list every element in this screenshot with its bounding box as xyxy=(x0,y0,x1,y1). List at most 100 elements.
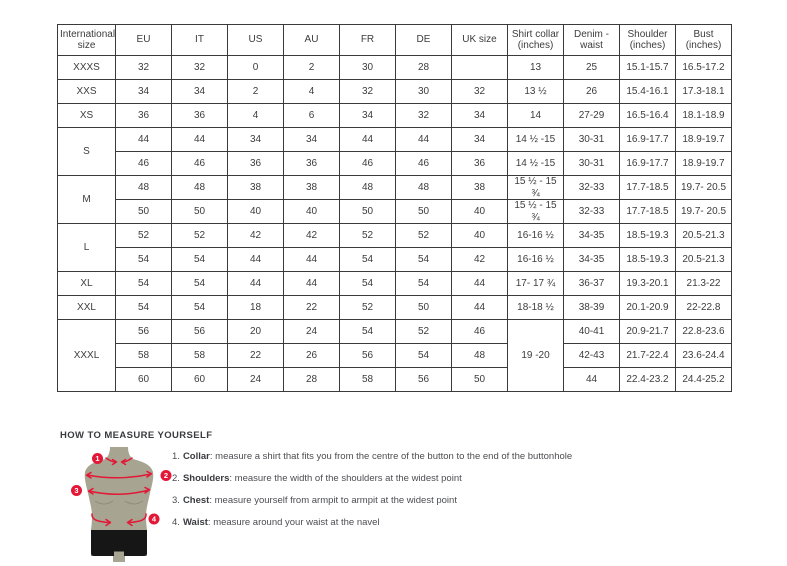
table-cell: 54 xyxy=(115,271,172,296)
table-cell: 54 xyxy=(395,247,452,272)
table-cell: 2 xyxy=(283,55,340,80)
table-cell xyxy=(451,55,508,80)
table-cell: 44 xyxy=(227,247,284,272)
table-cell: 15 ½ - 15 ¾ xyxy=(507,199,564,224)
table-cell: 16-16 ½ xyxy=(507,223,564,248)
table-cell: 4 xyxy=(227,103,284,128)
measure-step-collar: 1. Collar: measure a shirt that fits you … xyxy=(172,446,572,468)
table-row: XXL 54 54 18 22 52 50 44 18-18 ½ 38-39 20.1-20.9 22… xyxy=(57,295,732,320)
table-cell: XS xyxy=(57,103,116,128)
table-cell: 26 xyxy=(563,79,620,104)
table-cell: 30-31 xyxy=(563,151,620,176)
table-cell: 44 xyxy=(451,271,508,296)
table-cell: 30-31 xyxy=(563,127,620,152)
table-cell: 58 xyxy=(171,343,228,368)
table-cell: 40 xyxy=(451,199,508,224)
table-row: 50 50 40 40 50 50 40 15 ½ - 15 ¾ 32-33 17.7-18.5 1… xyxy=(58,199,732,224)
table-cell: 20.9-21.7 xyxy=(619,319,676,344)
table-cell: 27-29 xyxy=(563,103,620,128)
step-label: Chest xyxy=(182,495,210,506)
step-text: : measure the width of the shoulders at … xyxy=(229,473,462,484)
table-cell: 32-33 xyxy=(563,199,620,224)
table-row: 46 46 36 36 46 46 36 14 ½ -15 30-31 16.9-17.7 18.9… xyxy=(58,151,732,176)
table-cell: 14 xyxy=(507,103,564,128)
table-cell: 18.9-19.7 xyxy=(675,151,732,176)
table-cell: 48 xyxy=(171,175,228,200)
table-row: 60 60 24 28 58 56 50 44 22.4-23.2 24.4-25.2 xyxy=(58,367,732,392)
table-cell: 18.1-18.9 xyxy=(675,103,732,128)
table-cell: 18 xyxy=(227,295,284,320)
table-cell: 14 ½ -15 xyxy=(507,151,564,176)
table-cell: 58 xyxy=(115,343,172,368)
table-cell: 32 xyxy=(115,55,172,80)
table-cell: 30 xyxy=(395,79,452,104)
table-cell: 25 xyxy=(563,55,620,80)
table-cell: 44 xyxy=(451,295,508,320)
table-cell: 32-33 xyxy=(563,175,620,200)
table-cell: 15 ½ - 15 ¾ xyxy=(507,175,564,200)
table-cell: 32 xyxy=(395,103,452,128)
table-cell: 20.5-21.3 xyxy=(675,223,732,248)
table-cell: 44 xyxy=(171,127,228,152)
table-cell: 17- 17 ¾ xyxy=(507,271,564,296)
table-cell: 52 xyxy=(395,223,452,248)
table-cell: 32 xyxy=(171,55,228,80)
table-cell: 38 xyxy=(283,175,340,200)
column-header: International size xyxy=(57,24,116,56)
step-number: 2. xyxy=(172,473,180,484)
table-cell: 42 xyxy=(227,223,284,248)
step-label: Collar xyxy=(182,451,210,462)
table-cell: 17.7-18.5 xyxy=(619,175,676,200)
table-cell: XXXS xyxy=(57,55,116,80)
table-cell: 50 xyxy=(115,199,172,224)
table-cell: 50 xyxy=(395,199,452,224)
table-cell: 20 xyxy=(227,319,284,344)
table-cell: 23.6-24.4 xyxy=(675,343,732,368)
table-cell: 24 xyxy=(283,319,340,344)
table-cell: 40 xyxy=(451,223,508,248)
marker-2-shoulders: 2 xyxy=(160,470,172,481)
step-label: Shoulders xyxy=(182,473,230,484)
table-cell: 36 xyxy=(115,103,172,128)
table-cell: S xyxy=(57,127,116,176)
table-cell: 28 xyxy=(395,55,452,80)
column-header: Denim - waist xyxy=(563,24,620,56)
table-cell: 42 xyxy=(283,223,340,248)
column-header: US xyxy=(227,24,284,56)
table-cell: 58 xyxy=(339,367,396,392)
table-cell: 54 xyxy=(171,295,228,320)
table-cell: 44 xyxy=(283,271,340,296)
table-cell: 24.4-25.2 xyxy=(675,367,732,392)
step-number: 4. xyxy=(172,517,180,528)
column-header: Shirt collar (inches) xyxy=(507,24,564,56)
step-text: : measure around your waist at the navel xyxy=(207,517,380,528)
table-cell: 56 xyxy=(339,343,396,368)
table-row: XXXS 32 32 0 2 30 28 13 25 15.1-15.7 16.5-17.2 xyxy=(57,55,732,80)
table-cell: 26 xyxy=(283,343,340,368)
column-header: UK size xyxy=(451,24,508,56)
table-cell: 13 xyxy=(507,55,564,80)
table-cell: 52 xyxy=(339,295,396,320)
table-cell: 16.5-17.2 xyxy=(675,55,732,80)
table-cell: 54 xyxy=(339,319,396,344)
table-cell: 38 xyxy=(227,175,284,200)
table-cell: 34 xyxy=(451,127,508,152)
step-label: Waist xyxy=(182,517,208,528)
table-cell: 46 xyxy=(171,151,228,176)
waist-measure-arrow xyxy=(91,513,147,527)
svg-text:1: 1 xyxy=(95,454,99,463)
step-text: : measure a shirt that fits you from the… xyxy=(209,451,573,462)
svg-text:2: 2 xyxy=(164,471,168,480)
measure-step-chest: 3. Chest: measure yourself from armpit to… xyxy=(172,490,572,512)
table-row: S 44 44 34 34 44 44 34 14 ½ -15 30-31 16.9-17.7 18.… xyxy=(57,127,732,176)
table-cell: 50 xyxy=(451,367,508,392)
table-cell: 2 xyxy=(227,79,284,104)
table-cell: 44 xyxy=(227,271,284,296)
table-cell: 36 xyxy=(283,151,340,176)
table-header-row: International size EU IT US AU FR DE UK size Shi… xyxy=(57,24,732,56)
column-header: Bust (inches) xyxy=(675,24,732,56)
table-cell: 38-39 xyxy=(563,295,620,320)
column-header: IT xyxy=(171,24,228,56)
table-cell: 48 xyxy=(339,175,396,200)
